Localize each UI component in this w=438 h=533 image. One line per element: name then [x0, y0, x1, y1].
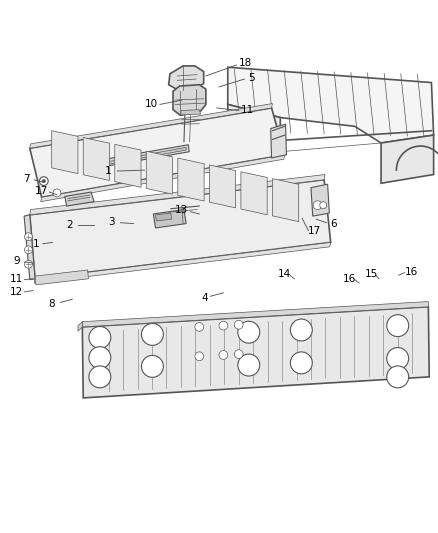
Circle shape — [195, 322, 204, 332]
Polygon shape — [35, 270, 88, 285]
Text: 16: 16 — [343, 274, 356, 284]
Circle shape — [387, 348, 409, 369]
Circle shape — [320, 201, 327, 209]
Circle shape — [42, 179, 46, 183]
Polygon shape — [153, 209, 186, 228]
Circle shape — [234, 320, 243, 329]
Circle shape — [141, 356, 163, 377]
Circle shape — [290, 319, 312, 341]
Text: 11: 11 — [241, 104, 254, 115]
Circle shape — [89, 327, 111, 349]
Circle shape — [219, 351, 228, 359]
Text: 3: 3 — [108, 217, 115, 227]
Circle shape — [219, 321, 228, 330]
Text: 17: 17 — [308, 227, 321, 237]
Polygon shape — [178, 158, 204, 201]
Text: 6: 6 — [330, 219, 337, 229]
Polygon shape — [228, 104, 280, 152]
Circle shape — [25, 233, 32, 241]
Circle shape — [387, 366, 409, 388]
Text: 10: 10 — [145, 99, 158, 109]
Text: 4: 4 — [201, 293, 208, 303]
Circle shape — [141, 324, 163, 345]
Polygon shape — [34, 243, 331, 283]
Polygon shape — [272, 179, 299, 222]
Text: 16: 16 — [405, 266, 418, 277]
Text: 1: 1 — [32, 239, 39, 249]
Polygon shape — [65, 192, 94, 206]
Circle shape — [53, 189, 61, 197]
Polygon shape — [173, 85, 206, 115]
Text: 18: 18 — [239, 58, 252, 68]
Polygon shape — [155, 213, 172, 221]
Polygon shape — [82, 302, 428, 327]
Circle shape — [39, 177, 48, 185]
Polygon shape — [24, 215, 35, 280]
Polygon shape — [115, 144, 141, 187]
Polygon shape — [105, 145, 189, 166]
Polygon shape — [228, 67, 434, 143]
Polygon shape — [83, 138, 110, 181]
Polygon shape — [52, 131, 78, 174]
Circle shape — [234, 350, 243, 359]
Text: 12: 12 — [10, 287, 23, 297]
Circle shape — [89, 346, 111, 368]
Text: 8: 8 — [48, 298, 55, 309]
Text: 5: 5 — [248, 73, 255, 83]
Polygon shape — [181, 110, 201, 115]
Text: 7: 7 — [23, 174, 30, 184]
Polygon shape — [82, 307, 429, 398]
Polygon shape — [30, 108, 285, 197]
Polygon shape — [30, 180, 331, 279]
Polygon shape — [209, 165, 236, 208]
Circle shape — [25, 260, 32, 268]
Text: 9: 9 — [13, 256, 20, 266]
Circle shape — [25, 246, 32, 254]
Polygon shape — [30, 174, 325, 215]
Polygon shape — [241, 172, 267, 215]
Text: 1: 1 — [105, 166, 112, 176]
Circle shape — [313, 201, 322, 209]
Text: 13: 13 — [175, 205, 188, 215]
Text: 17: 17 — [35, 186, 48, 196]
Circle shape — [195, 352, 204, 361]
Text: 14: 14 — [278, 269, 291, 279]
Text: 2: 2 — [66, 220, 73, 230]
Circle shape — [238, 321, 260, 343]
Polygon shape — [146, 151, 173, 194]
Text: 11: 11 — [10, 274, 23, 284]
Polygon shape — [78, 322, 82, 332]
Polygon shape — [271, 124, 286, 158]
Text: 15: 15 — [365, 269, 378, 279]
Polygon shape — [30, 103, 272, 148]
Circle shape — [238, 354, 260, 376]
Polygon shape — [381, 135, 434, 183]
Polygon shape — [311, 184, 329, 216]
Circle shape — [89, 366, 111, 388]
Polygon shape — [169, 66, 204, 91]
Circle shape — [387, 314, 409, 336]
Polygon shape — [41, 155, 285, 201]
Polygon shape — [110, 147, 186, 164]
Circle shape — [290, 352, 312, 374]
